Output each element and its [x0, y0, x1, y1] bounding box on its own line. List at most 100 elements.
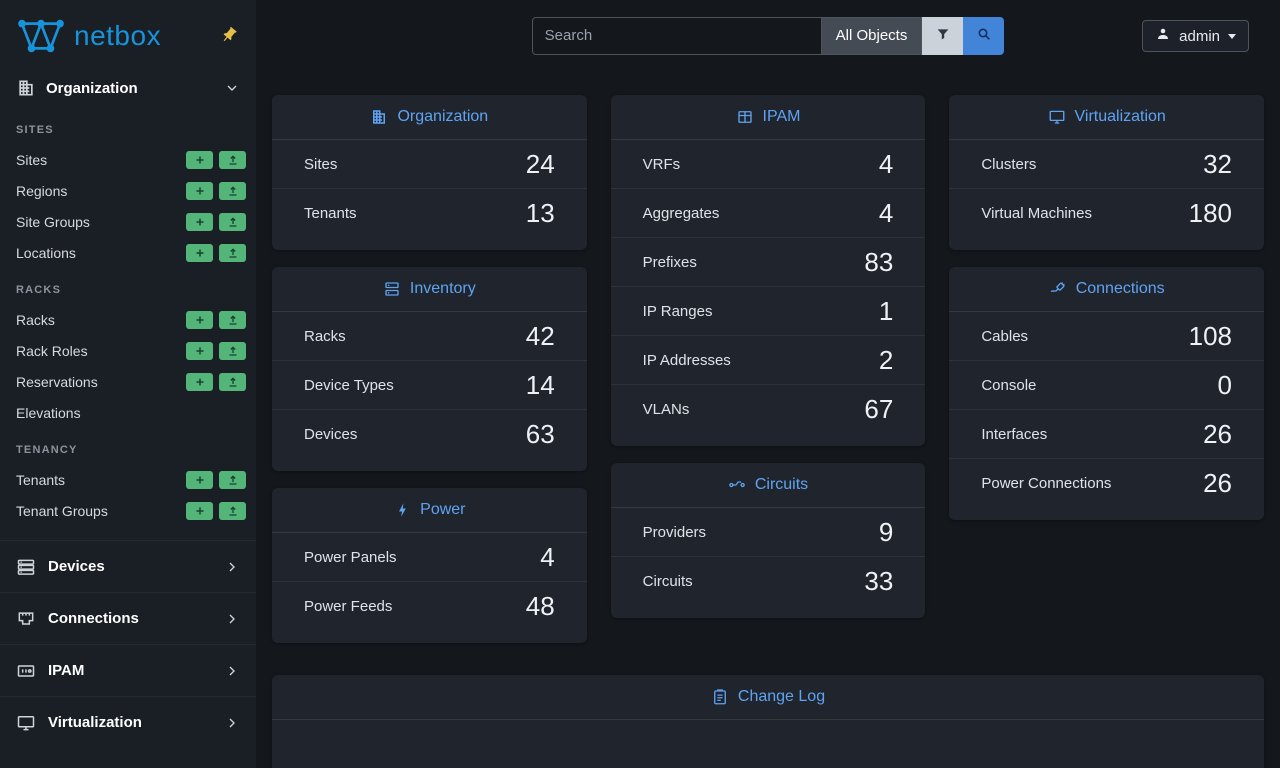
- stat-value-power-connections[interactable]: 26: [1203, 468, 1233, 498]
- stat-value-cables[interactable]: 108: [1188, 320, 1233, 351]
- add-button[interactable]: [186, 150, 213, 169]
- stat-label-console[interactable]: Console: [981, 376, 1037, 394]
- add-button[interactable]: [186, 501, 213, 520]
- card-connections: Connections Cables 108 Console 0: [949, 267, 1265, 520]
- add-button[interactable]: [186, 372, 213, 391]
- netbox-logo-text[interactable]: netbox: [74, 20, 162, 51]
- stat-row: VLANs 67: [611, 385, 926, 434]
- card-inventory: Inventory Racks 42 Device Types 14: [272, 267, 587, 471]
- stat-label-virtual-machines[interactable]: Virtual Machines: [981, 205, 1092, 222]
- stat-label-prefixes[interactable]: Prefixes: [642, 253, 697, 271]
- import-button[interactable]: [219, 501, 246, 520]
- card-header: Virtualization: [949, 95, 1265, 140]
- caret-down-icon: [1228, 33, 1236, 39]
- sidebar-link-rack-roles[interactable]: Rack Roles: [16, 342, 88, 359]
- stat-label-aggregates[interactable]: Aggregates: [642, 204, 720, 222]
- stat-value-sites[interactable]: 24: [525, 148, 555, 179]
- sidebar-link-tenants[interactable]: Tenants: [16, 471, 66, 488]
- add-button[interactable]: [186, 243, 213, 262]
- search-scope-button[interactable]: All Objects: [821, 16, 923, 55]
- add-button[interactable]: [186, 310, 213, 329]
- sidebar-item-devices[interactable]: Devices: [0, 540, 256, 592]
- card-organization: Organization Sites 24 Tenants 13: [272, 95, 587, 250]
- stat-value-devices[interactable]: 63: [525, 419, 555, 449]
- stat-label-cables[interactable]: Cables: [981, 327, 1029, 345]
- user-menu-button[interactable]: admin: [1142, 20, 1249, 52]
- stat-label-clusters[interactable]: Clusters: [981, 155, 1037, 173]
- stat-label-circuits[interactable]: Circuits: [642, 573, 693, 590]
- stat-label-racks[interactable]: Racks: [304, 327, 346, 345]
- stat-value-interfaces[interactable]: 26: [1203, 418, 1233, 449]
- stat-label-sites[interactable]: Sites: [304, 155, 338, 173]
- sidebar-item-connections[interactable]: Connections: [0, 592, 256, 644]
- import-button[interactable]: [219, 372, 246, 391]
- stat-label-providers[interactable]: Providers: [642, 523, 707, 541]
- add-button[interactable]: [186, 212, 213, 231]
- stat-label-ip-addresses[interactable]: IP Addresses: [642, 351, 731, 369]
- sidebar-link-site-groups[interactable]: Site Groups: [16, 213, 90, 230]
- filter-button[interactable]: [922, 16, 964, 55]
- sidebar-item-locations: Locations: [0, 237, 256, 268]
- stat-label-tenants[interactable]: Tenants: [304, 205, 357, 222]
- search-input[interactable]: [531, 16, 822, 55]
- add-button[interactable]: [186, 181, 213, 200]
- import-button[interactable]: [219, 243, 246, 262]
- stat-value-clusters[interactable]: 32: [1203, 148, 1233, 179]
- stat-label-power-connections[interactable]: Power Connections: [981, 475, 1112, 492]
- stat-label-vrfs[interactable]: VRFs: [642, 155, 681, 173]
- import-button[interactable]: [219, 181, 246, 200]
- stat-value-ip-addresses[interactable]: 2: [878, 344, 894, 375]
- sidebar-item-ipam[interactable]: IPAM: [0, 644, 256, 696]
- stat-label-power-feeds[interactable]: Power Feeds: [304, 598, 393, 615]
- import-button[interactable]: [219, 470, 246, 489]
- stat-value-providers[interactable]: 9: [878, 516, 894, 547]
- import-button[interactable]: [219, 150, 246, 169]
- netbox-logo-icon[interactable]: [16, 16, 66, 56]
- stat-value-power-feeds[interactable]: 48: [525, 591, 555, 621]
- stat-label-vlans[interactable]: VLANs: [642, 401, 690, 418]
- sidebar-link-reservations[interactable]: Reservations: [16, 373, 98, 390]
- stat-value-aggregates[interactable]: 4: [878, 197, 894, 228]
- stat-value-circuits[interactable]: 33: [864, 566, 894, 596]
- stat-value-virtual-machines[interactable]: 180: [1188, 198, 1233, 228]
- stat-label-device-types[interactable]: Device Types: [304, 376, 394, 394]
- stat-label-power-panels[interactable]: Power Panels: [304, 548, 397, 566]
- sidebar-link-racks[interactable]: Racks: [16, 311, 55, 328]
- search-button[interactable]: [963, 16, 1005, 55]
- import-button[interactable]: [219, 212, 246, 231]
- stat-value-console[interactable]: 0: [1217, 369, 1233, 400]
- stat-label-devices[interactable]: Devices: [304, 426, 358, 443]
- sidebar-item-tenant-groups: Tenant Groups: [0, 495, 256, 526]
- stat-value-tenants[interactable]: 13: [525, 198, 555, 228]
- sidebar-item-regions: Regions: [0, 175, 256, 206]
- card-title: Power: [420, 501, 466, 518]
- add-button[interactable]: [186, 470, 213, 489]
- sidebar-item-virtualization[interactable]: Virtualization: [0, 696, 256, 748]
- section-title: SITES: [16, 124, 54, 136]
- sidebar-link-locations[interactable]: Locations: [16, 244, 76, 261]
- sidebar-link-sites[interactable]: Sites: [16, 151, 48, 168]
- import-button[interactable]: [219, 341, 246, 360]
- global-search-bar: All Objects: [531, 16, 1005, 55]
- search-icon: [976, 26, 992, 45]
- stat-label-interfaces[interactable]: Interfaces: [981, 425, 1048, 443]
- sidebar-pin-button[interactable]: [218, 24, 240, 49]
- chevron-right-icon: [224, 715, 240, 731]
- sidebar-link-elevations[interactable]: Elevations: [16, 404, 81, 421]
- stat-value-vrfs[interactable]: 4: [878, 148, 894, 179]
- stat-value-power-panels[interactable]: 4: [540, 541, 555, 572]
- stat-value-racks[interactable]: 42: [525, 320, 555, 351]
- import-button[interactable]: [219, 310, 246, 329]
- stat-value-vlans[interactable]: 67: [864, 394, 894, 424]
- add-button[interactable]: [186, 341, 213, 360]
- stat-label-ip-ranges[interactable]: IP Ranges: [642, 302, 713, 320]
- building-icon: [370, 108, 388, 126]
- stat-value-prefixes[interactable]: 83: [864, 246, 894, 277]
- stat-value-ip-ranges[interactable]: 1: [878, 295, 894, 326]
- stat-value-device-types[interactable]: 14: [525, 369, 555, 400]
- sidebar-item-organization[interactable]: Organization: [0, 68, 256, 108]
- rack-icon: [383, 280, 401, 298]
- monitor-icon: [1048, 108, 1066, 126]
- sidebar-link-regions[interactable]: Regions: [16, 182, 68, 199]
- sidebar-link-tenant-groups[interactable]: Tenant Groups: [16, 502, 108, 519]
